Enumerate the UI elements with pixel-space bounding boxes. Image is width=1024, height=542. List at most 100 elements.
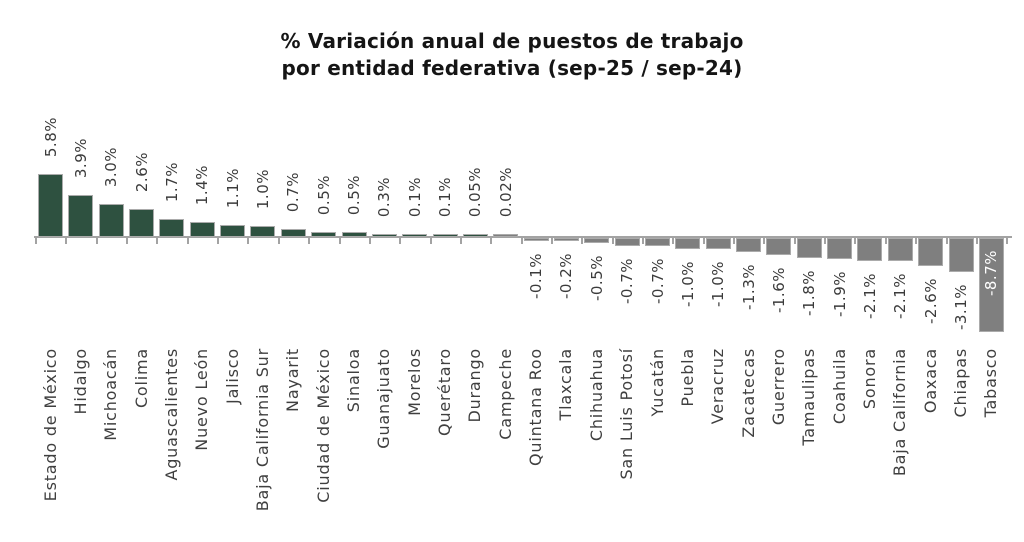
bar-sonora (857, 238, 883, 261)
category-label-puebla: Puebla (677, 348, 697, 407)
category-label-chiapas: Chiapas (951, 348, 970, 418)
category-label-michoacan: Michoacán (101, 348, 121, 441)
value-label-oaxaca: -2.6% (921, 278, 940, 325)
category-label-yucatan: Yucatán (647, 348, 667, 417)
bar-michoacan (98, 204, 124, 237)
x-axis-tick (156, 238, 159, 244)
bar-coahuila (827, 238, 853, 259)
value-label-yucatan: -0.7% (648, 258, 667, 305)
category-label-tamaulipas: Tamaulipas (799, 348, 819, 446)
value-label-campeche: 0.02% (496, 166, 515, 217)
bar-tlaxcala (553, 238, 579, 241)
x-axis-tick (277, 238, 280, 244)
bar-sinaloa (341, 232, 367, 237)
value-label-nuevo-leon: 1.4% (193, 164, 212, 205)
category-label-jalisco: Jalisco (222, 348, 242, 404)
x-axis-tick (945, 238, 948, 244)
category-label-nuevo-leon: Nuevo León (192, 348, 212, 451)
value-label-chiapas: -3.1% (952, 284, 970, 331)
bar-jalisco (220, 225, 246, 237)
value-label-tlaxcala: -0.2% (557, 253, 576, 300)
x-axis-tick (884, 238, 887, 244)
chart-title-block: % Variación anual de puestos de trabajo … (0, 28, 1024, 82)
x-axis-tick (672, 238, 675, 244)
category-label-nayarit: Nayarit (283, 348, 303, 412)
chart-title: % Variación anual de puestos de trabajo (280, 29, 744, 53)
x-axis-tick (1006, 238, 1009, 244)
x-axis-tick (126, 238, 129, 244)
x-axis-tick (368, 238, 371, 244)
category-label-tabasco: Tabasco (981, 348, 1001, 418)
bar-chihuahua (584, 238, 610, 243)
category-label-coahuila: Coahuila (829, 348, 849, 425)
value-label-veracruz: -1.0% (709, 261, 728, 308)
value-label-ciudad-de-mexico: 0.5% (314, 174, 333, 215)
bar-ciudad-de-mexico (311, 232, 337, 237)
category-label-veracruz: Veracruz (708, 348, 728, 425)
x-axis-tick (642, 238, 644, 244)
value-label-zacatecas: -1.3% (739, 264, 758, 311)
value-label-sonora: -2.1% (860, 273, 879, 320)
bar-baja-california (887, 238, 913, 261)
x-axis-tick (308, 238, 311, 244)
category-label-campeche: Campeche (495, 348, 515, 440)
x-axis-tick (186, 238, 189, 244)
category-label-morelos: Morelos (404, 348, 424, 416)
x-axis-tick (915, 238, 918, 244)
x-axis-tick (95, 238, 98, 244)
value-label-guanajuato: 0.3% (375, 176, 394, 217)
value-label-chihuahua: -0.5% (587, 255, 606, 302)
bar-quintana-roo (523, 238, 549, 241)
value-label-puebla: -1.0% (678, 261, 697, 308)
bar-morelos (402, 234, 428, 237)
category-label-tlaxcala: Tlaxcala (556, 348, 576, 421)
x-axis-tick (763, 238, 766, 244)
bar-oaxaca (918, 238, 944, 266)
x-axis-tick (490, 238, 493, 244)
bar-nuevo-leon (189, 222, 215, 237)
bar-veracruz (705, 238, 731, 249)
bar-guanajuato (371, 234, 397, 237)
x-axis-tick (65, 238, 68, 244)
value-label-morelos: 0.1% (405, 176, 424, 217)
x-axis-tick (247, 238, 250, 244)
value-label-baja-california: -2.1% (891, 273, 910, 320)
x-axis-tick (217, 238, 220, 244)
value-label-jalisco: 1.1% (223, 167, 242, 208)
category-label-oaxaca: Oaxaca (920, 348, 940, 414)
x-axis-tick (338, 238, 341, 244)
value-label-tamaulipas: -1.8% (800, 270, 819, 317)
x-axis-tick (35, 238, 37, 244)
category-label-zacatecas: Zacatecas (738, 348, 758, 438)
value-label-durango: 0.05% (466, 166, 485, 217)
bar-hidalgo (68, 195, 94, 237)
value-label-michoacan: 3.0% (102, 146, 121, 187)
x-axis-tick (733, 238, 736, 244)
x-axis-tick (854, 238, 857, 244)
category-label-baja-california: Baja California (890, 348, 910, 477)
category-label-guerrero: Guerrero (768, 348, 788, 426)
category-label-chihuahua: Chihuahua (586, 348, 606, 442)
bar-aguascalientes (159, 219, 185, 237)
bar-campeche (493, 234, 519, 237)
x-axis-tick (459, 238, 462, 244)
x-axis-tick (550, 238, 553, 244)
category-label-queretaro: Querétaro (435, 348, 455, 436)
bar-nayarit (280, 229, 306, 237)
category-label-colima: Colima (131, 348, 151, 409)
x-axis-tick (399, 238, 402, 244)
category-label-hidalgo: Hidalgo (70, 348, 90, 415)
value-label-sinaloa: 0.5% (345, 174, 363, 215)
bar-yucatan (645, 238, 670, 246)
category-label-quintana-roo: Quintana Roo (526, 348, 546, 467)
bar-baja-california-sur (250, 226, 276, 237)
x-axis-tick (824, 238, 827, 244)
bar-durango (462, 234, 488, 237)
bar-estado-de-mexico (38, 174, 63, 237)
category-label-ciudad-de-mexico: Ciudad de México (313, 348, 333, 503)
value-label-san-luis-potosi: -0.7% (618, 258, 637, 305)
value-label-quintana-roo: -0.1% (527, 253, 546, 300)
bar-queretaro (432, 234, 458, 237)
category-label-sonora: Sonora (859, 348, 879, 410)
